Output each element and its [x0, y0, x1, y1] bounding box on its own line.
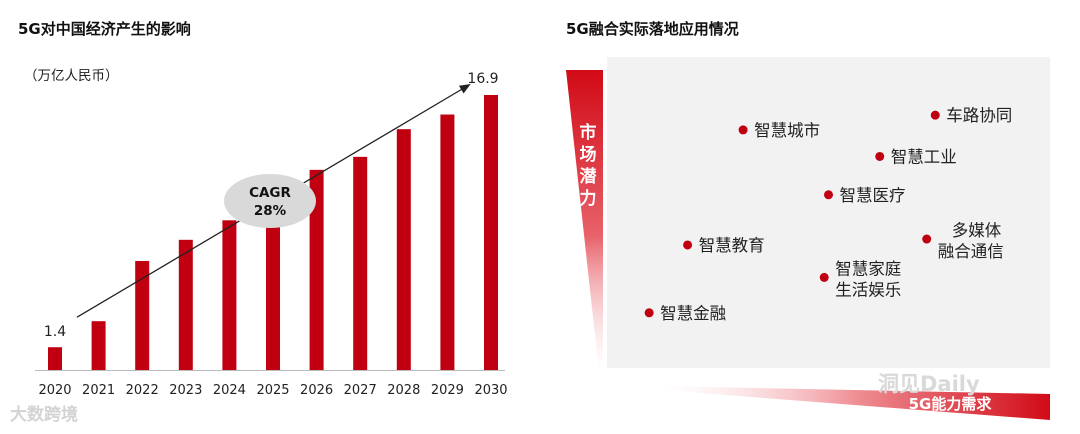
- bar-2028: [396, 129, 411, 370]
- point-2: [875, 151, 885, 161]
- cagr-ellipse: [224, 174, 316, 228]
- x-tick-label: 2028: [387, 383, 420, 398]
- x-axis-label: 5G能力需求: [909, 395, 993, 413]
- bar-2023: [178, 239, 193, 370]
- trend-arrow-head: [458, 83, 471, 94]
- point-3: [824, 190, 833, 200]
- point-label: 智慧城市: [754, 121, 820, 140]
- data-label-first: 1.4: [44, 324, 66, 340]
- x-axis-wedge: [660, 386, 1050, 420]
- point-label-line: 融合通信: [938, 242, 1004, 261]
- x-tick-label: 2022: [126, 383, 159, 398]
- bar-2021: [91, 321, 106, 370]
- bar-2030: [484, 95, 498, 370]
- point-label: 智慧教育: [699, 236, 765, 255]
- cagr-label: CAGR: [249, 185, 291, 201]
- bar-2020: [48, 347, 62, 370]
- point-label-line: 智慧家庭: [835, 259, 901, 278]
- x-tick-label: 2030: [474, 383, 507, 398]
- x-tick-label: 2020: [38, 383, 71, 398]
- point-0: [738, 125, 748, 135]
- x-tick-label: 2021: [82, 383, 115, 398]
- y-axis-label-char: 场: [580, 145, 597, 165]
- bar-2024: [222, 220, 237, 370]
- y-axis-label-char: 市: [580, 122, 597, 143]
- point-label: 车路协同: [946, 106, 1012, 125]
- x-tick-label: 2023: [169, 383, 202, 398]
- bar-2027: [353, 156, 368, 370]
- x-tick-label: 2025: [256, 383, 289, 398]
- x-tick-label: 2024: [213, 383, 246, 398]
- bar-2025: [266, 191, 280, 370]
- y-axis-label-char: 力: [580, 188, 597, 209]
- point-6: [819, 272, 829, 282]
- watermark-left: 大数跨境: [10, 405, 78, 425]
- x-tick-label: 2029: [431, 383, 464, 398]
- bar-2029: [440, 114, 455, 370]
- point-label: 智慧医疗: [840, 186, 906, 205]
- point-label-line: 多媒体: [952, 221, 1002, 240]
- data-label-last: 16.9: [467, 71, 498, 87]
- cagr-value: 28%: [254, 203, 287, 219]
- point-7: [644, 308, 654, 318]
- point-4: [683, 240, 693, 250]
- x-tick-label: 2026: [300, 383, 333, 398]
- watermark-right: 洞见Daily: [878, 372, 980, 396]
- plot-area: [607, 57, 1050, 368]
- point-5: [922, 234, 932, 244]
- y-axis-wedge: [566, 70, 603, 372]
- point-label: 智慧工业: [891, 147, 957, 166]
- x-tick-label: 2027: [344, 383, 377, 398]
- y-unit-label: （万亿人民币）: [24, 68, 119, 84]
- bar-2022: [135, 260, 150, 370]
- y-axis-label-char: 潜: [580, 166, 598, 187]
- left-chart-title: 5G对中国经济产生的影响: [18, 20, 191, 38]
- point-label: 智慧金融: [660, 304, 726, 323]
- point-1: [930, 110, 940, 120]
- bar-2026: [309, 169, 324, 370]
- right-chart-title: 5G融合实际落地应用情况: [566, 20, 739, 38]
- point-label-line: 生活娱乐: [835, 280, 901, 299]
